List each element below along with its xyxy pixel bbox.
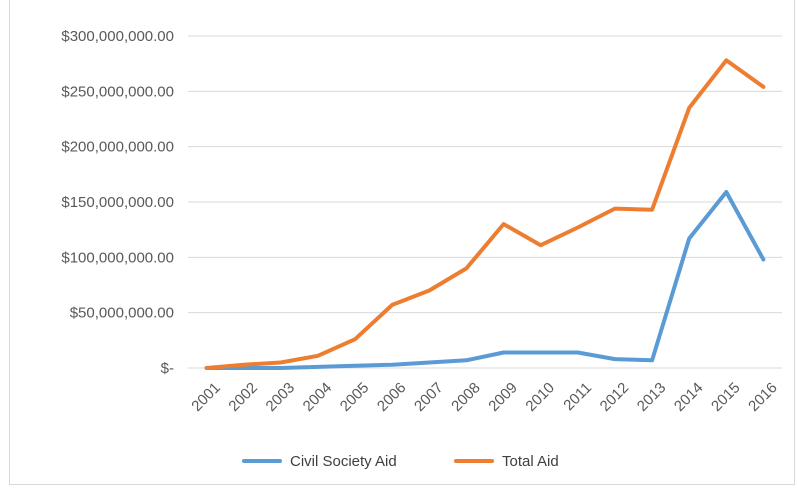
y-tick-label: $- [161,360,174,377]
x-tick-label: 2009 [485,379,521,415]
x-tick-label: 2006 [374,379,410,415]
x-tick-label: 2013 [634,379,670,415]
x-tick-label: 2014 [671,379,707,415]
series-line-1 [207,60,764,368]
y-tick-label: $250,000,000.00 [61,83,174,100]
y-tick-label: $50,000,000.00 [70,305,174,322]
x-tick-label: 2003 [263,379,299,415]
y-tick-label: $200,000,000.00 [61,139,174,156]
x-tick-label: 2008 [448,379,484,415]
x-tick-label: 2004 [300,379,336,415]
legend-label-1: Total Aid [502,453,559,470]
chart-frame: $- $50,000,000.00 $100,000,000.00 $150,000,… [9,0,795,485]
x-tick-label: 2002 [225,379,261,415]
x-tick-label: 2016 [745,379,781,415]
x-tick-label: 2010 [522,379,558,415]
series-line-0 [207,192,764,368]
y-tick-label: $100,000,000.00 [61,249,174,266]
legend-label-0: Civil Society Aid [290,453,397,470]
gridlines [188,36,782,368]
x-tick-label: 2005 [337,379,373,415]
x-tick-label: 2015 [708,379,744,415]
y-tick-label: $300,000,000.00 [61,28,174,45]
y-axis-ticks: $- $50,000,000.00 $100,000,000.00 $150,000,… [61,28,174,377]
y-tick-label: $150,000,000.00 [61,194,174,211]
x-tick-label: 2012 [597,379,633,415]
x-tick-label: 2001 [188,379,224,415]
x-tick-label: 2011 [560,379,595,414]
series-lines [206,60,763,368]
x-tick-label: 2007 [411,379,447,415]
legend: Civil Society Aid Total Aid [244,453,559,470]
line-chart: $- $50,000,000.00 $100,000,000.00 $150,000,… [10,0,796,485]
